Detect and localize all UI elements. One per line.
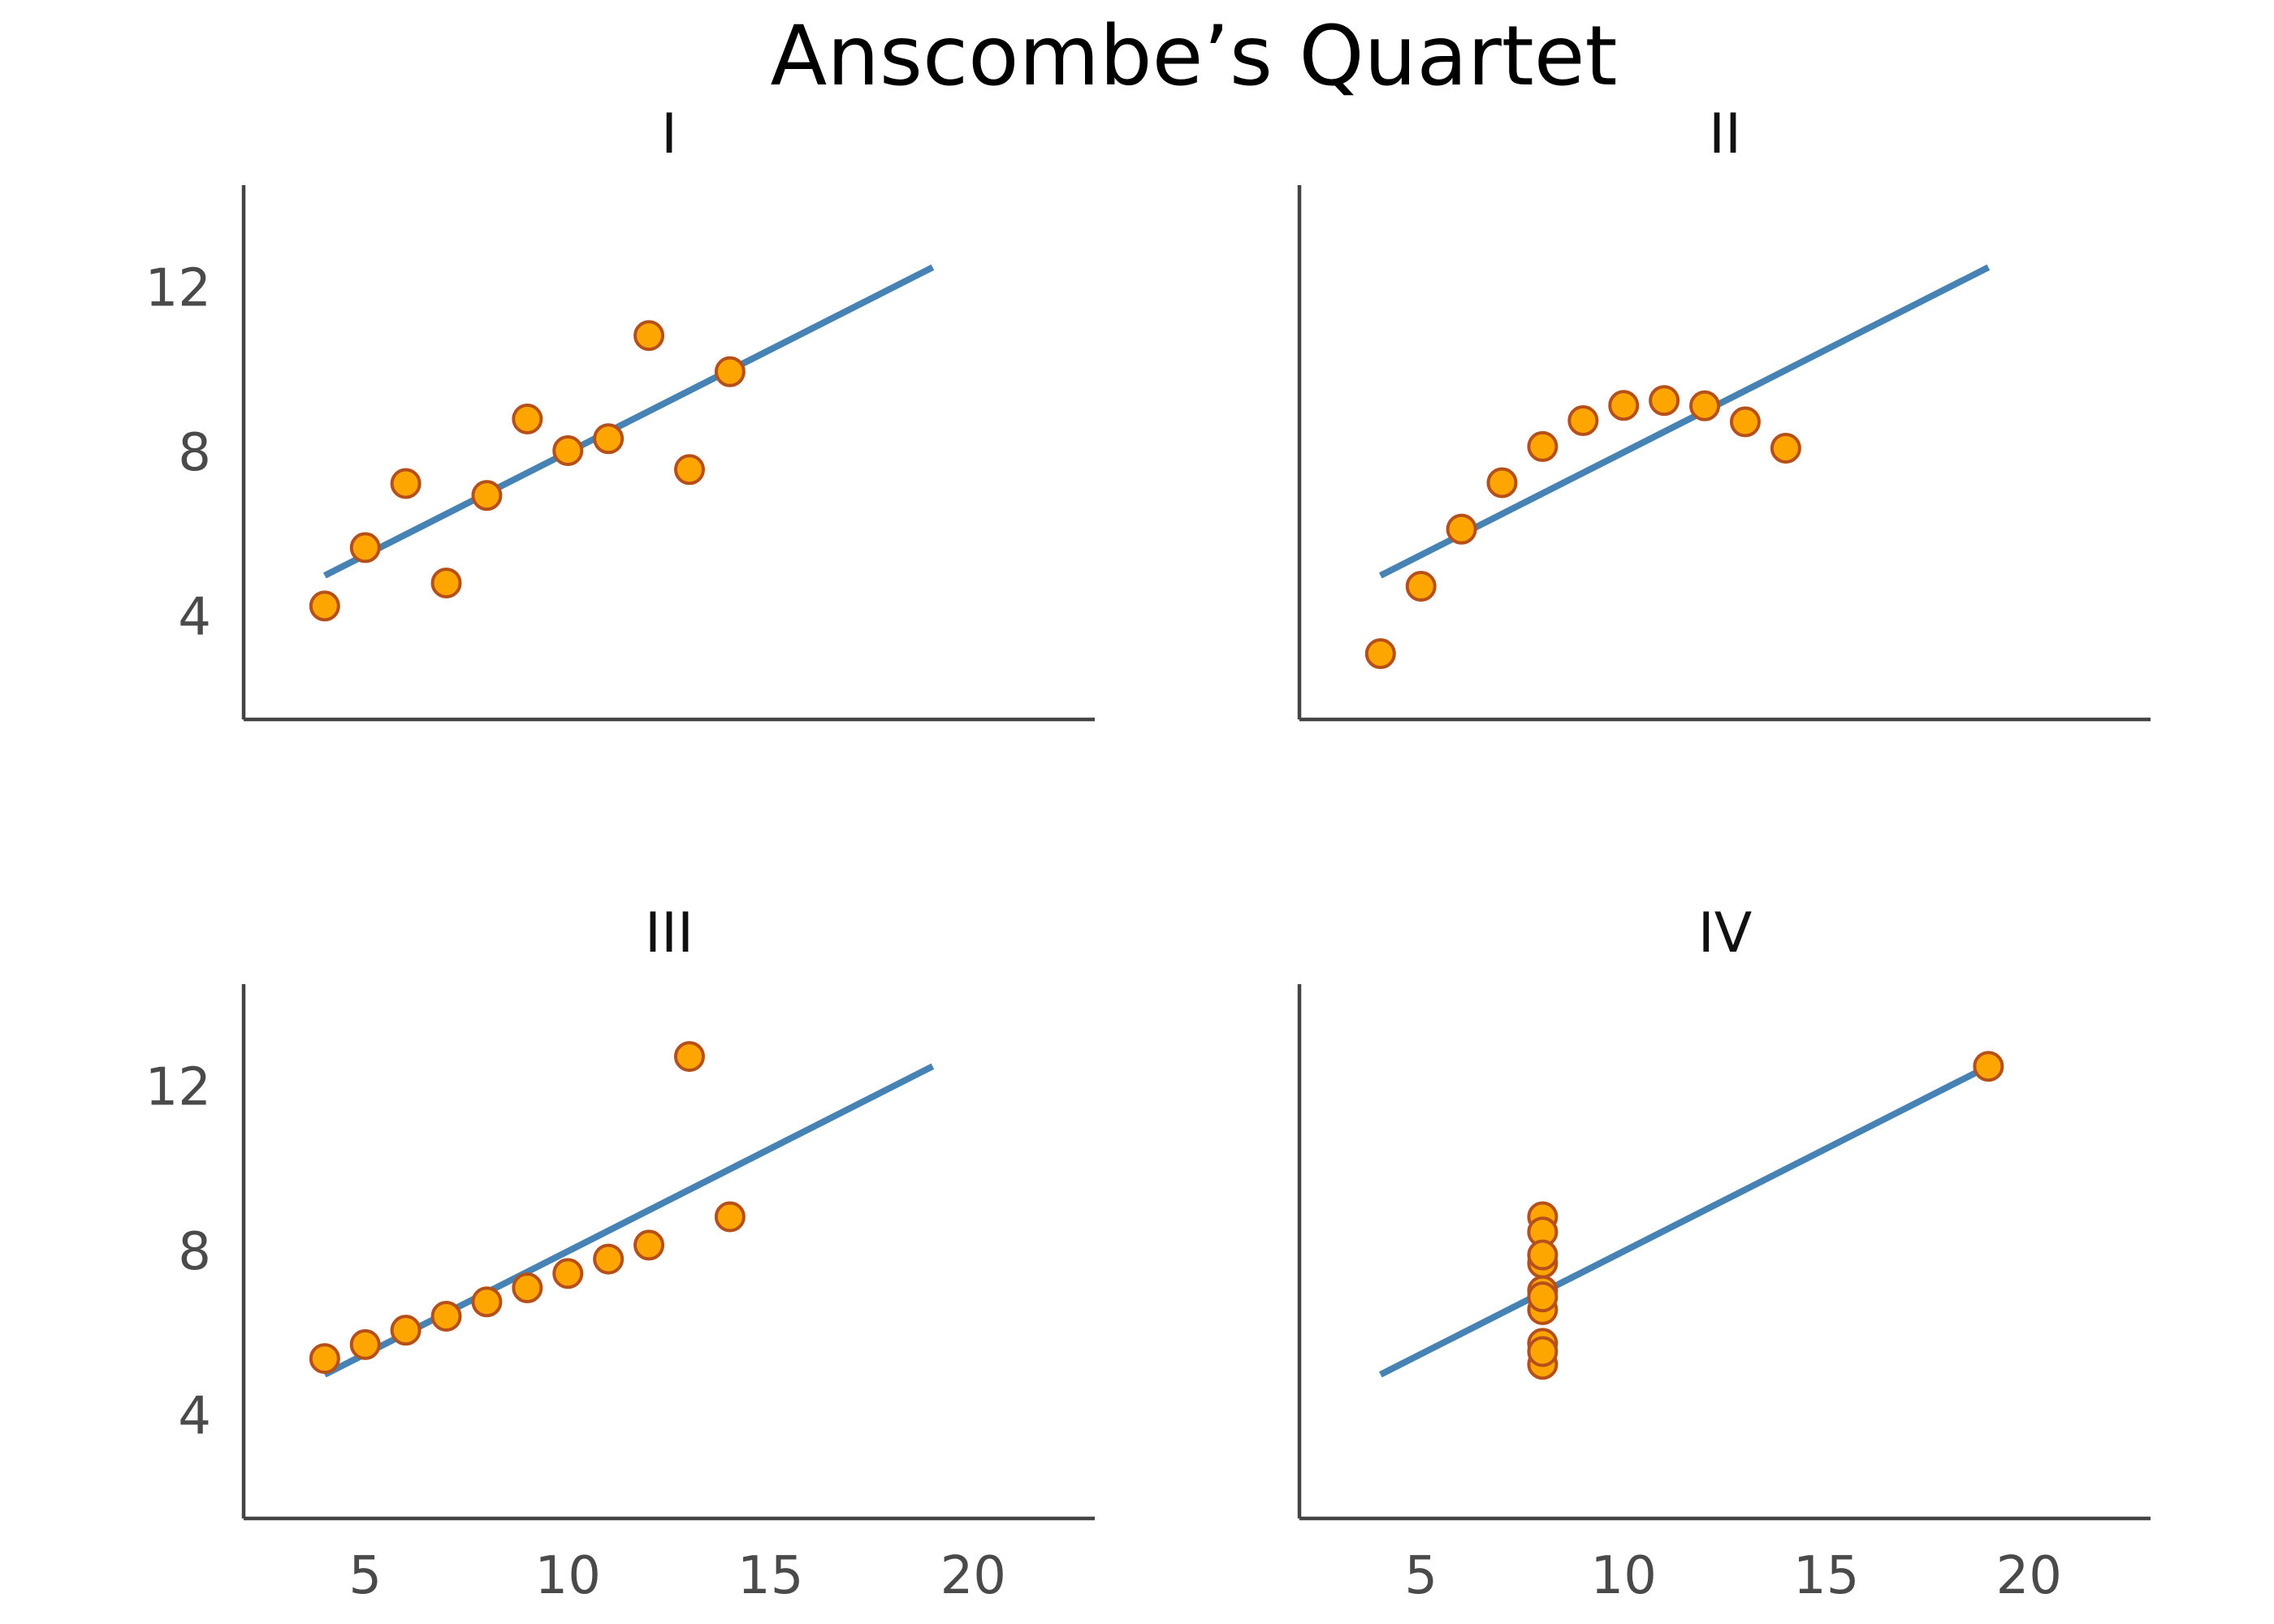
- data-point: [673, 454, 705, 486]
- data-point: [390, 468, 422, 499]
- data-point: [430, 1300, 462, 1332]
- x-tick-label: 10: [535, 1546, 601, 1606]
- data-point: [471, 480, 503, 512]
- data-point: [714, 1201, 746, 1233]
- data-point: [309, 1343, 340, 1375]
- panel-title: IV: [1698, 901, 1753, 965]
- data-point: [552, 1258, 584, 1289]
- data-point: [1527, 1336, 1559, 1367]
- regression-line: [1379, 264, 1991, 579]
- regression-line: [323, 264, 935, 579]
- data-point: [633, 1229, 665, 1261]
- y-tick-label: 4: [178, 1386, 211, 1446]
- data-point: [552, 434, 584, 466]
- data-point: [1486, 467, 1518, 499]
- data-point: [390, 1315, 422, 1346]
- x-tick-label: 20: [1996, 1546, 2062, 1606]
- panel-title: II: [1709, 102, 1741, 166]
- y-tick-label: 8: [178, 423, 211, 483]
- y-tick-label: 4: [178, 587, 211, 647]
- data-point: [471, 1286, 503, 1318]
- data-point: [1567, 405, 1599, 437]
- x-tick-label: 5: [348, 1546, 382, 1606]
- data-point: [430, 567, 462, 598]
- data-point: [1689, 390, 1721, 421]
- x-tick-label: 20: [940, 1546, 1006, 1606]
- data-point: [349, 532, 381, 564]
- panel-4: IV 5 10 15 20: [1297, 901, 2151, 1606]
- x-tick-label: 10: [1591, 1546, 1657, 1606]
- regression-line: [1379, 1063, 1991, 1378]
- y-tick-label: 12: [145, 1058, 211, 1118]
- data-point: [1405, 571, 1437, 603]
- data-point: [512, 1272, 543, 1304]
- x-tick-label: 15: [1793, 1546, 1859, 1606]
- data-point: [1729, 406, 1761, 438]
- x-tick-label: 5: [1404, 1546, 1437, 1606]
- data-point: [1527, 1281, 1559, 1313]
- panel-title: III: [645, 901, 694, 965]
- figure-title: Anscombe’s Quartet: [770, 8, 1617, 105]
- regression-line: [323, 1063, 935, 1378]
- data-point: [349, 1328, 381, 1360]
- data-point: [1973, 1051, 2004, 1082]
- data-point: [633, 320, 665, 352]
- y-tick-label: 12: [145, 259, 211, 319]
- data-point: [593, 423, 625, 455]
- data-point: [1527, 430, 1559, 462]
- data-point: [1527, 1239, 1559, 1271]
- panel-2: II: [1297, 102, 2151, 722]
- panel-1: I 4 8 12: [145, 102, 1095, 722]
- panel-3: III 4 8 12 5 10 15 20: [145, 901, 1095, 1606]
- x-tick-label: 15: [737, 1546, 803, 1606]
- data-point: [1364, 638, 1396, 670]
- data-point: [593, 1243, 625, 1275]
- data-point: [1608, 390, 1640, 421]
- data-point: [309, 590, 340, 622]
- panel-title: I: [661, 102, 677, 166]
- data-point: [714, 356, 746, 387]
- data-point: [1770, 432, 1801, 464]
- data-point: [1649, 385, 1680, 417]
- y-tick-label: 8: [178, 1222, 211, 1282]
- data-point: [673, 1041, 705, 1073]
- data-point: [512, 404, 543, 435]
- data-point: [1446, 513, 1477, 545]
